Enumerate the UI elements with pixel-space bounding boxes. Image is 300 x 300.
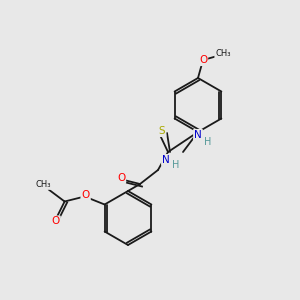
Text: S: S: [159, 126, 165, 136]
Text: O: O: [82, 190, 90, 200]
Text: CH₃: CH₃: [36, 180, 51, 189]
Text: H: H: [204, 137, 212, 147]
Text: O: O: [117, 173, 125, 183]
Text: N: N: [162, 155, 170, 165]
Text: O: O: [199, 55, 207, 65]
Text: N: N: [194, 130, 202, 140]
Text: O: O: [52, 217, 60, 226]
Text: H: H: [172, 160, 180, 170]
Text: CH₃: CH₃: [215, 49, 231, 58]
